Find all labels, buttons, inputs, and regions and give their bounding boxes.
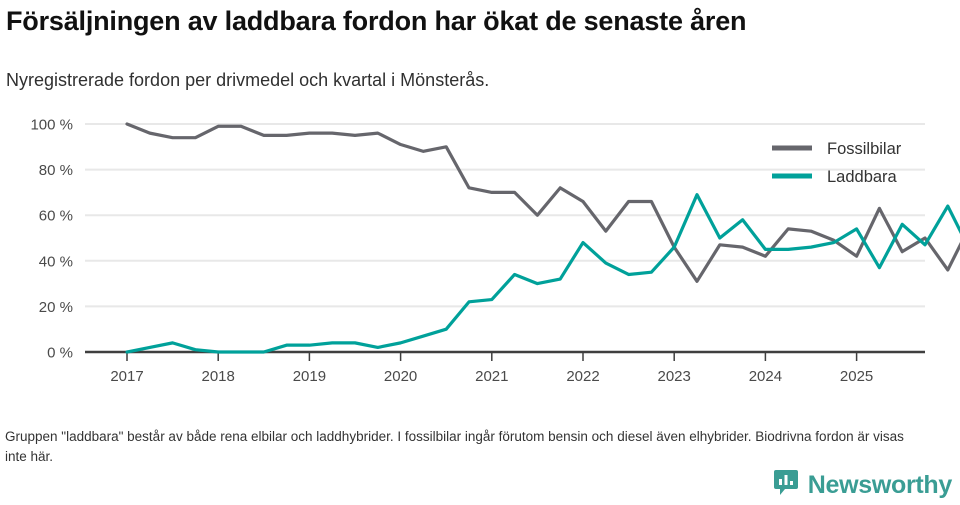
chart-subtitle: Nyregistrerade fordon per drivmedel och … bbox=[6, 70, 490, 90]
y-axis-tick-label: 80 % bbox=[39, 162, 73, 179]
x-axis-tick-label: 2022 bbox=[566, 368, 599, 385]
x-axis-ticks bbox=[126, 352, 858, 361]
logo-text: Newsworthy bbox=[807, 470, 953, 499]
x-axis-tick-labels: 2017 2018 2019 2020 2021 2022 2023 2024 2025 bbox=[110, 368, 873, 385]
y-axis-tick-label: 60 % bbox=[39, 208, 73, 225]
x-axis-tick-label: 2023 bbox=[658, 368, 691, 385]
chart-footnote: Gruppen "laddbara" består av både rena e… bbox=[5, 429, 904, 464]
bar-chart-speech-bubble-icon bbox=[772, 469, 800, 502]
x-axis-tick-label: 2020 bbox=[384, 368, 417, 385]
line-chart-plot: 0 % 20 % 40 % 60 % 80 % 100 % 2017 2018 2019 202… bbox=[0, 105, 960, 395]
x-axis-tick-label: 2017 bbox=[110, 368, 143, 385]
gridlines bbox=[85, 123, 925, 308]
y-axis-tick-labels: 0 % 20 % 40 % 60 % 80 % 100 % bbox=[30, 117, 73, 362]
y-axis-tick-label: 40 % bbox=[39, 253, 73, 270]
page-title: Försäljningen av laddbara fordon har öka… bbox=[6, 6, 747, 36]
x-axis-tick-label: 2018 bbox=[202, 368, 235, 385]
x-axis-tick-label: 2024 bbox=[749, 368, 782, 385]
series-line-laddbara bbox=[125, 193, 960, 354]
x-axis-tick-label: 2019 bbox=[293, 368, 326, 385]
y-axis-tick-label: 20 % bbox=[39, 299, 73, 316]
y-axis-tick-label: 100 % bbox=[30, 117, 73, 134]
chart-svg: 0 % 20 % 40 % 60 % 80 % 100 % 2017 2018 2019 202… bbox=[30, 117, 960, 385]
series-lines bbox=[125, 122, 960, 354]
newsworthy-logo[interactable]: Newsworthy bbox=[772, 468, 952, 502]
legend-label: Laddbara bbox=[827, 168, 898, 186]
y-axis-tick-label: 0 % bbox=[47, 345, 73, 362]
series-line-fossilbilar bbox=[125, 122, 960, 283]
x-axis-tick-label: 2025 bbox=[840, 368, 873, 385]
x-axis-tick-label: 2021 bbox=[475, 368, 508, 385]
legend-label: Fossilbilar bbox=[827, 140, 902, 158]
chart-legend: Fossilbilar Laddbara bbox=[772, 140, 902, 186]
